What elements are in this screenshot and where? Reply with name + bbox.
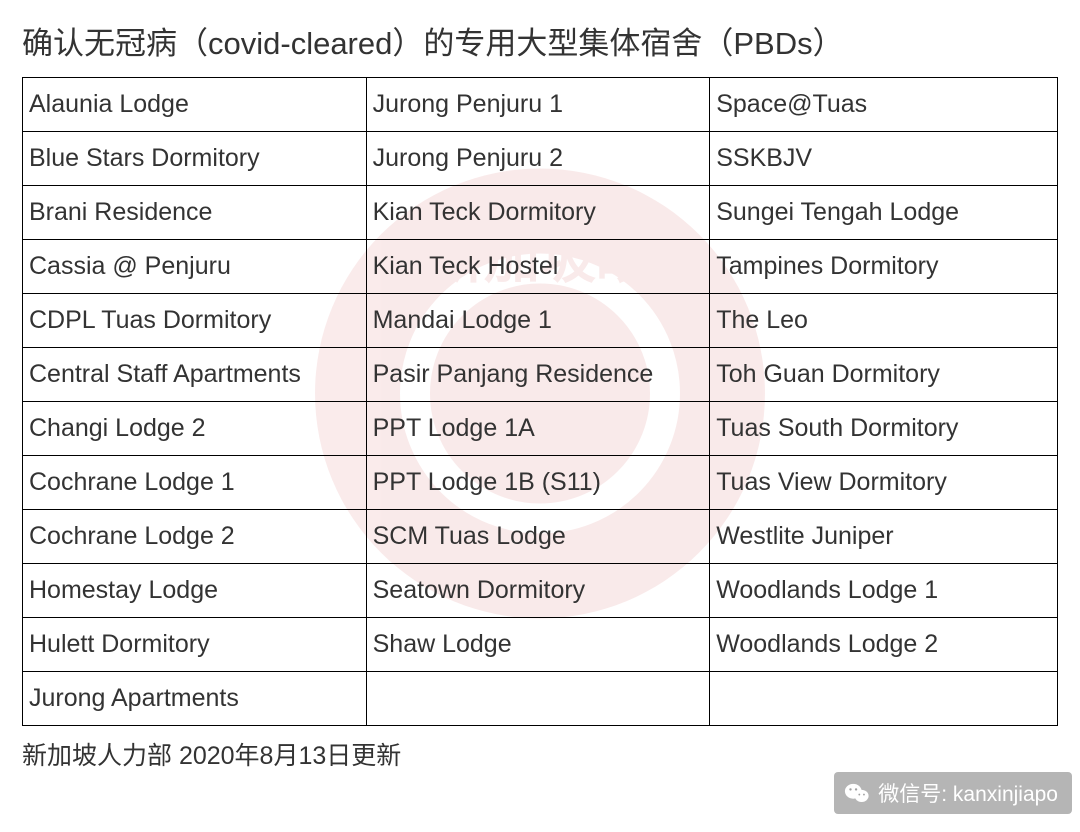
table-cell: The Leo bbox=[710, 294, 1058, 348]
table-cell: Cochrane Lodge 2 bbox=[23, 510, 367, 564]
page-title: 确认无冠病（covid-cleared）的专用大型集体宿舍（PBDs） bbox=[22, 18, 1058, 63]
table-row: Jurong Apartments bbox=[23, 672, 1058, 726]
table-cell: Toh Guan Dormitory bbox=[710, 348, 1058, 402]
table-cell: Westlite Juniper bbox=[710, 510, 1058, 564]
table-row: Alaunia LodgeJurong Penjuru 1Space@Tuas bbox=[23, 78, 1058, 132]
table-cell: Tampines Dormitory bbox=[710, 240, 1058, 294]
table-cell: Tuas View Dormitory bbox=[710, 456, 1058, 510]
table-row: Brani ResidenceKian Teck DormitorySungei… bbox=[23, 186, 1058, 240]
table-row: Hulett DormitoryShaw LodgeWoodlands Lodg… bbox=[23, 618, 1058, 672]
wechat-icon bbox=[844, 782, 870, 804]
table-cell: Sungei Tengah Lodge bbox=[710, 186, 1058, 240]
table-cell: Pasir Panjang Residence bbox=[366, 348, 710, 402]
table-cell: PPT Lodge 1A bbox=[366, 402, 710, 456]
table-cell: PPT Lodge 1B (S11) bbox=[366, 456, 710, 510]
table-row: Central Staff ApartmentsPasir Panjang Re… bbox=[23, 348, 1058, 402]
content-wrapper: 确认无冠病（covid-cleared）的专用大型集体宿舍（PBDs） Alau… bbox=[0, 0, 1080, 790]
table-row: Cochrane Lodge 1PPT Lodge 1B (S11)Tuas V… bbox=[23, 456, 1058, 510]
table-cell: Hulett Dormitory bbox=[23, 618, 367, 672]
table-cell: Seatown Dormitory bbox=[366, 564, 710, 618]
table-cell: CDPL Tuas Dormitory bbox=[23, 294, 367, 348]
table-cell: SCM Tuas Lodge bbox=[366, 510, 710, 564]
table-row: Cassia @ PenjuruKian Teck HostelTampines… bbox=[23, 240, 1058, 294]
table-cell: Homestay Lodge bbox=[23, 564, 367, 618]
table-cell: Jurong Penjuru 2 bbox=[366, 132, 710, 186]
table-cell: Jurong Penjuru 1 bbox=[366, 78, 710, 132]
table-cell: Kian Teck Dormitory bbox=[366, 186, 710, 240]
table-cell: Jurong Apartments bbox=[23, 672, 367, 726]
table-cell: Cassia @ Penjuru bbox=[23, 240, 367, 294]
table-cell: Tuas South Dormitory bbox=[710, 402, 1058, 456]
table-row: Cochrane Lodge 2SCM Tuas LodgeWestlite J… bbox=[23, 510, 1058, 564]
wechat-label: 微信号: kanxinjiapo bbox=[878, 778, 1058, 808]
table-cell: Space@Tuas bbox=[710, 78, 1058, 132]
table-cell bbox=[366, 672, 710, 726]
table-cell: Woodlands Lodge 1 bbox=[710, 564, 1058, 618]
table-cell: Cochrane Lodge 1 bbox=[23, 456, 367, 510]
table-cell: Woodlands Lodge 2 bbox=[710, 618, 1058, 672]
table-row: Changi Lodge 2PPT Lodge 1ATuas South Dor… bbox=[23, 402, 1058, 456]
table-cell: Mandai Lodge 1 bbox=[366, 294, 710, 348]
footer-text: 新加坡人力部 2020年8月13日更新 bbox=[22, 736, 1058, 772]
table-cell: Alaunia Lodge bbox=[23, 78, 367, 132]
table-cell: Brani Residence bbox=[23, 186, 367, 240]
dormitory-table: Alaunia LodgeJurong Penjuru 1Space@TuasB… bbox=[22, 77, 1058, 726]
table-row: CDPL Tuas DormitoryMandai Lodge 1The Leo bbox=[23, 294, 1058, 348]
table-cell: Kian Teck Hostel bbox=[366, 240, 710, 294]
table-row: Homestay LodgeSeatown DormitoryWoodlands… bbox=[23, 564, 1058, 618]
table-cell bbox=[710, 672, 1058, 726]
table-cell: Shaw Lodge bbox=[366, 618, 710, 672]
table-cell: SSKBJV bbox=[710, 132, 1058, 186]
table-row: Blue Stars DormitoryJurong Penjuru 2SSKB… bbox=[23, 132, 1058, 186]
table-cell: Changi Lodge 2 bbox=[23, 402, 367, 456]
table-cell: Central Staff Apartments bbox=[23, 348, 367, 402]
wechat-badge: 微信号: kanxinjiapo bbox=[834, 772, 1072, 814]
table-cell: Blue Stars Dormitory bbox=[23, 132, 367, 186]
